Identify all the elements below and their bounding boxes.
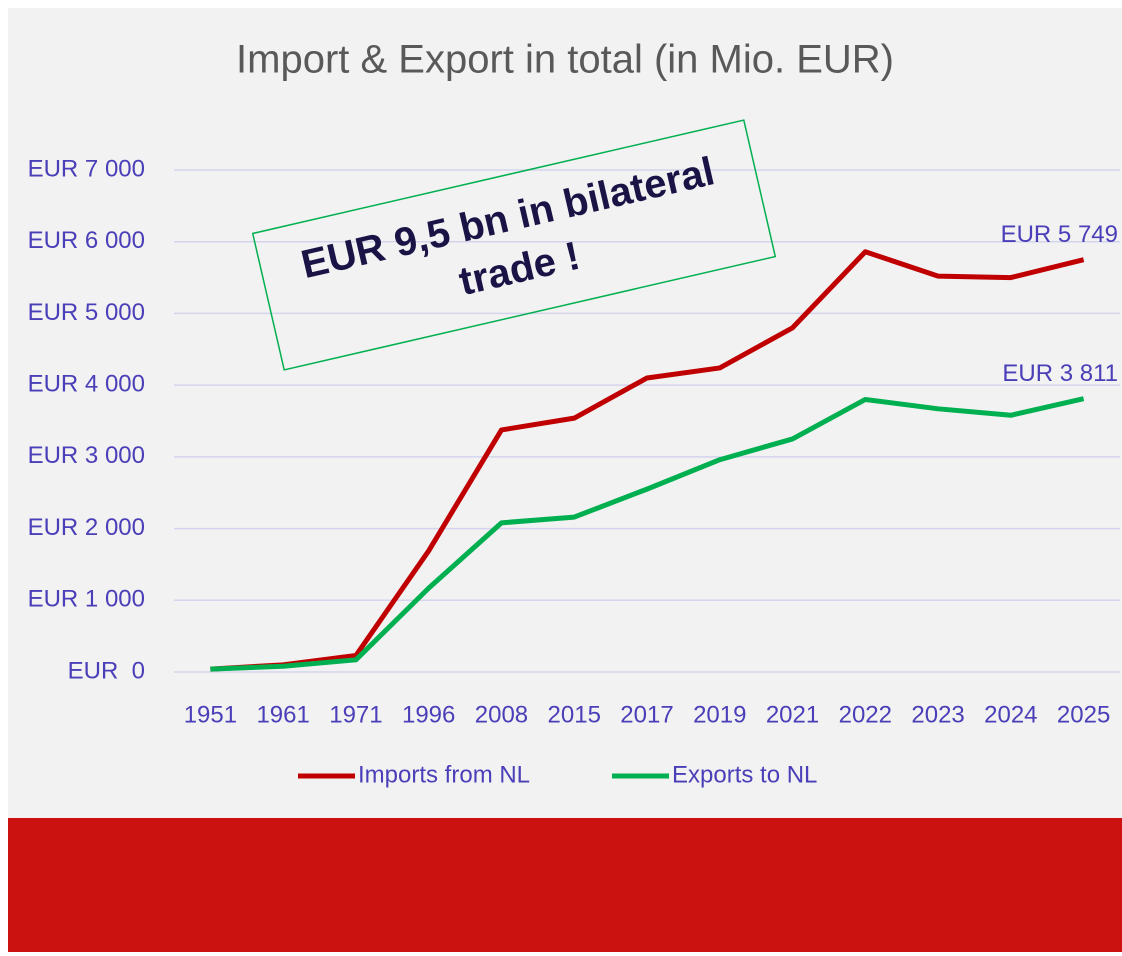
y-tick-label: EUR 6 000 xyxy=(28,227,145,254)
data-label: EUR 3 811 xyxy=(1002,360,1118,387)
x-tick-label: 2024 xyxy=(984,701,1037,728)
x-tick-label: 1951 xyxy=(184,701,237,728)
x-tick-label: 2025 xyxy=(1057,701,1110,728)
y-tick-label: EUR 1 000 xyxy=(28,586,145,613)
y-tick-label: EUR 3 000 xyxy=(28,442,145,469)
x-tick-label: 1996 xyxy=(402,701,455,728)
chart-background xyxy=(8,8,1122,818)
annotation-box xyxy=(251,119,777,371)
red-band xyxy=(8,818,1122,952)
x-tick-label: 2015 xyxy=(548,701,601,728)
x-tick-label: 2023 xyxy=(911,701,964,728)
legend-label: Exports to NL xyxy=(672,761,817,788)
chart-title: Import & Export in total (in Mio. EUR) xyxy=(236,38,894,82)
x-tick-label: 2008 xyxy=(475,701,528,728)
series-line xyxy=(210,249,1085,672)
x-tick-label: 1971 xyxy=(329,701,382,728)
y-tick-label: EUR 7 000 xyxy=(28,155,145,182)
y-tick-label: EUR 2 000 xyxy=(28,514,145,541)
x-tick-label: 2021 xyxy=(766,701,819,728)
x-tick-label: 2019 xyxy=(693,701,746,728)
x-tick-label: 2017 xyxy=(620,701,673,728)
y-tick-label: EUR 0 xyxy=(68,657,145,684)
x-tick-label: 2022 xyxy=(839,701,892,728)
y-tick-label: EUR 5 000 xyxy=(28,299,145,326)
legend-label: Imports from NL xyxy=(358,761,530,788)
x-tick-label: 1961 xyxy=(256,701,309,728)
data-label: EUR 5 749 xyxy=(1001,221,1118,248)
series-line xyxy=(210,396,1085,672)
y-tick-label: EUR 4 000 xyxy=(28,370,145,397)
